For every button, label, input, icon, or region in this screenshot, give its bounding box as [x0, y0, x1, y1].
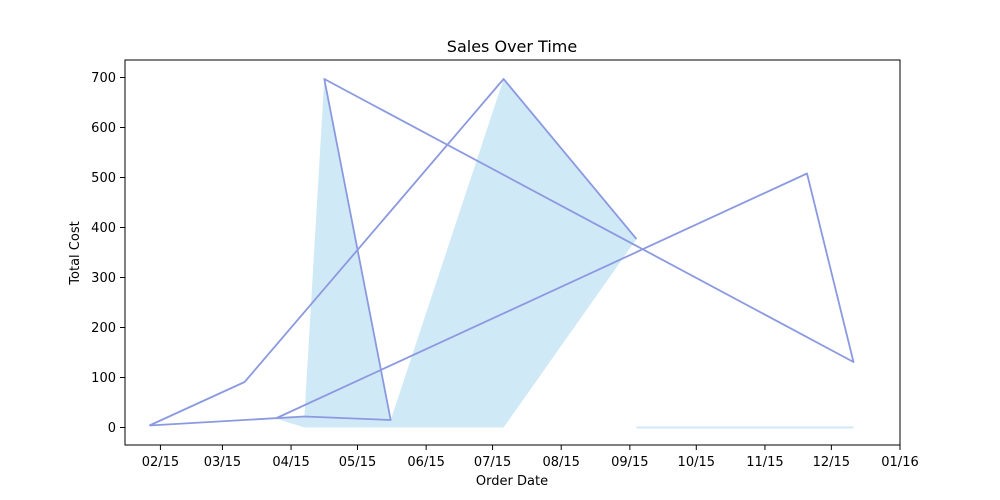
series-line-b	[149, 78, 855, 427]
y-tick-label: 300	[91, 271, 116, 286]
chart-title: Sales Over Time	[447, 37, 577, 56]
series-line-layer	[149, 78, 855, 427]
x-tick-label: 06/15	[407, 455, 444, 470]
plot-frame	[124, 59, 901, 446]
series-line-a	[149, 78, 638, 427]
x-tick-label: 02/15	[142, 455, 179, 470]
y-tick-label: 500	[91, 171, 116, 186]
y-axis-title: Total Cost	[68, 221, 83, 285]
x-axis-title: Order Date	[476, 474, 548, 489]
area-fill	[149, 79, 854, 428]
x-tick-label: 07/15	[474, 455, 511, 470]
area-fill-layer	[149, 79, 854, 429]
x-tick-label: 04/15	[272, 455, 309, 470]
x-axis: 02/15 03/15 04/15 05/15 06/15 07/15 08/15 09/15…	[142, 445, 919, 470]
x-tick-label: 08/15	[542, 455, 579, 470]
y-axis: 0 100 200 300 400 500 600 700	[91, 71, 125, 436]
x-tick-label: 12/15	[813, 455, 850, 470]
y-tick-label: 200	[91, 321, 116, 336]
y-tick-label: 0	[108, 421, 116, 436]
y-tick-label: 700	[91, 71, 116, 86]
y-tick-label: 100	[91, 371, 116, 386]
x-tick-label: 01/16	[881, 455, 918, 470]
x-tick-label: 03/15	[204, 455, 241, 470]
x-tick-label: 05/15	[339, 455, 376, 470]
y-tick-label: 600	[91, 121, 116, 136]
y-tick-label: 400	[91, 221, 116, 236]
x-tick-label: 10/15	[678, 455, 715, 470]
x-tick-label: 09/15	[611, 455, 648, 470]
x-tick-label: 11/15	[746, 455, 783, 470]
